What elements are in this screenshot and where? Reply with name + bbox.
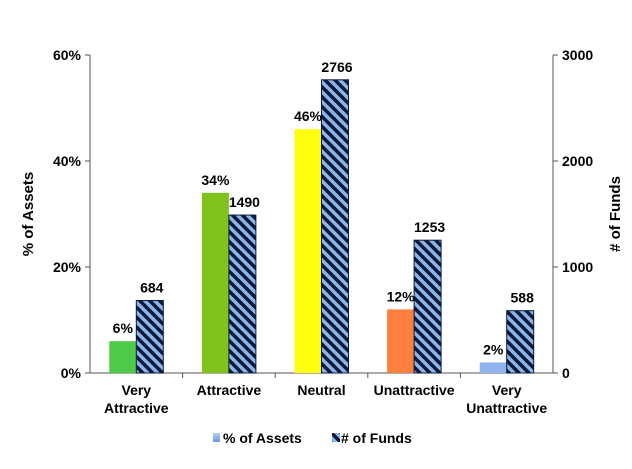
bar-funds — [413, 239, 442, 374]
legend-label-assets: % of Assets — [223, 430, 302, 446]
data-label-assets: 12% — [387, 288, 416, 304]
data-label-assets: 2% — [483, 341, 504, 357]
y-axis-title: % of Assets — [20, 172, 37, 256]
left-tick-label: 0% — [61, 365, 82, 381]
data-label-assets: 6% — [113, 320, 134, 336]
legend-swatch-assets — [213, 433, 220, 442]
left-tick-label: 20% — [53, 259, 82, 275]
bar-assets — [201, 192, 229, 373]
data-label-funds: 1490 — [229, 194, 260, 210]
left-tick-label: 60% — [53, 47, 82, 63]
category-label: Very — [122, 382, 152, 398]
legend-label-funds: # of Funds — [341, 430, 412, 446]
bar-assets — [294, 129, 322, 373]
bar-funds — [228, 214, 257, 374]
right-tick-label: 3000 — [562, 47, 593, 63]
category-label: Unattractive — [466, 400, 547, 416]
right-tick-label: 0 — [562, 365, 570, 381]
bar-funds — [135, 299, 164, 374]
data-label-funds: 684 — [140, 279, 164, 295]
category-label: Attractive — [104, 400, 169, 416]
bar-funds — [506, 310, 535, 374]
data-label-funds: 588 — [511, 290, 535, 306]
bar-funds — [321, 79, 349, 374]
left-tick-label: 40% — [53, 153, 82, 169]
bar-assets — [479, 362, 507, 373]
data-label-funds: 2766 — [321, 59, 352, 75]
data-label-assets: 34% — [201, 172, 230, 188]
legend-swatch-funds — [332, 433, 340, 442]
y2-axis-title: # of Funds — [607, 176, 624, 252]
bar-assets — [109, 341, 137, 373]
bar-assets — [387, 309, 415, 373]
category-label: Neutral — [297, 382, 345, 398]
category-label: Unattractive — [374, 382, 455, 398]
category-label: Attractive — [197, 382, 262, 398]
data-label-funds: 1253 — [414, 219, 445, 235]
category-label: Very — [492, 382, 522, 398]
data-label-assets: 46% — [294, 108, 323, 124]
right-tick-label: 1000 — [562, 259, 593, 275]
plot-area: 0% 20% 40% 60% 0 1000 2000 3000 % of Assets # of … — [20, 47, 624, 446]
right-tick-label: 2000 — [562, 153, 593, 169]
